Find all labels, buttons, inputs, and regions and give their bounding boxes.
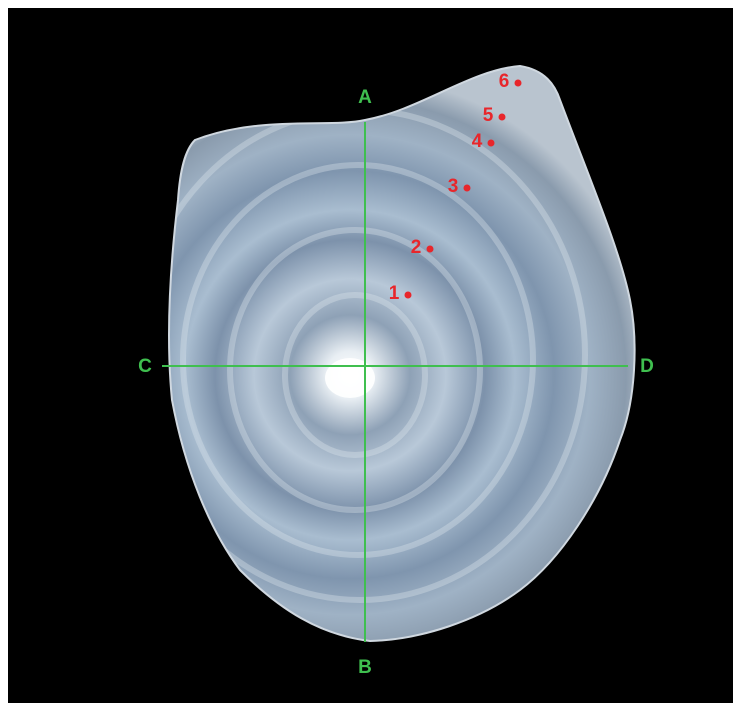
point-dot	[499, 114, 506, 121]
point-label: 5	[483, 105, 494, 126]
axis-label: A	[358, 87, 372, 108]
point-dot	[515, 80, 522, 87]
point-dot	[427, 246, 434, 253]
point-label: 3	[448, 176, 459, 197]
axis-label: C	[138, 356, 152, 377]
point-label: 2	[411, 237, 422, 258]
point-label: 6	[499, 71, 510, 92]
point-dot	[464, 185, 471, 192]
axis-label: B	[358, 657, 372, 678]
image: A B C D 1 2 3 456	[0, 0, 741, 711]
point-dot	[405, 292, 412, 299]
point-dot	[488, 140, 495, 147]
point-label: 1	[389, 283, 400, 304]
axis-label: D	[640, 356, 654, 377]
point-label: 4	[472, 131, 483, 152]
